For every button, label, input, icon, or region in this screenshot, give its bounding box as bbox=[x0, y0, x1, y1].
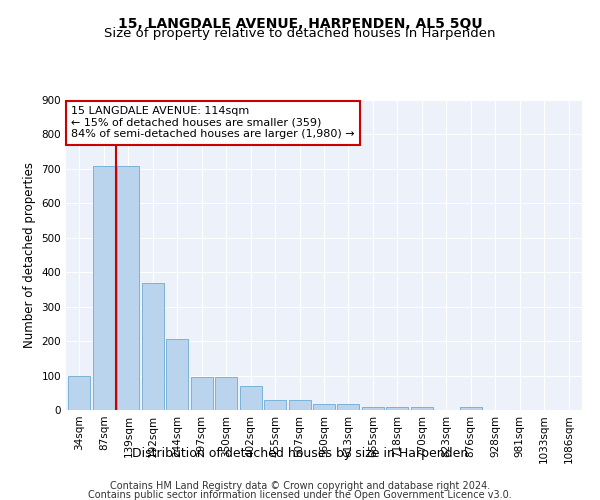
Bar bbox=[460, 407, 482, 410]
Text: Contains HM Land Registry data © Crown copyright and database right 2024.: Contains HM Land Registry data © Crown c… bbox=[110, 481, 490, 491]
Text: Contains public sector information licensed under the Open Government Licence v3: Contains public sector information licen… bbox=[88, 490, 512, 500]
Text: Distribution of detached houses by size in Harpenden: Distribution of detached houses by size … bbox=[132, 448, 468, 460]
Bar bbox=[215, 378, 237, 410]
Bar bbox=[313, 404, 335, 410]
Bar bbox=[362, 407, 384, 410]
Bar bbox=[386, 407, 409, 410]
Bar bbox=[289, 400, 311, 410]
Bar bbox=[264, 400, 286, 410]
Text: 15 LANGDALE AVENUE: 114sqm
← 15% of detached houses are smaller (359)
84% of sem: 15 LANGDALE AVENUE: 114sqm ← 15% of deta… bbox=[71, 106, 355, 140]
Bar bbox=[337, 404, 359, 410]
Bar bbox=[142, 282, 164, 410]
Y-axis label: Number of detached properties: Number of detached properties bbox=[23, 162, 36, 348]
Bar bbox=[166, 340, 188, 410]
Bar bbox=[239, 386, 262, 410]
Bar bbox=[118, 166, 139, 410]
Bar bbox=[191, 378, 213, 410]
Bar bbox=[411, 407, 433, 410]
Text: 15, LANGDALE AVENUE, HARPENDEN, AL5 5QU: 15, LANGDALE AVENUE, HARPENDEN, AL5 5QU bbox=[118, 18, 482, 32]
Bar bbox=[93, 166, 115, 410]
Text: Size of property relative to detached houses in Harpenden: Size of property relative to detached ho… bbox=[104, 28, 496, 40]
Bar bbox=[68, 376, 91, 410]
